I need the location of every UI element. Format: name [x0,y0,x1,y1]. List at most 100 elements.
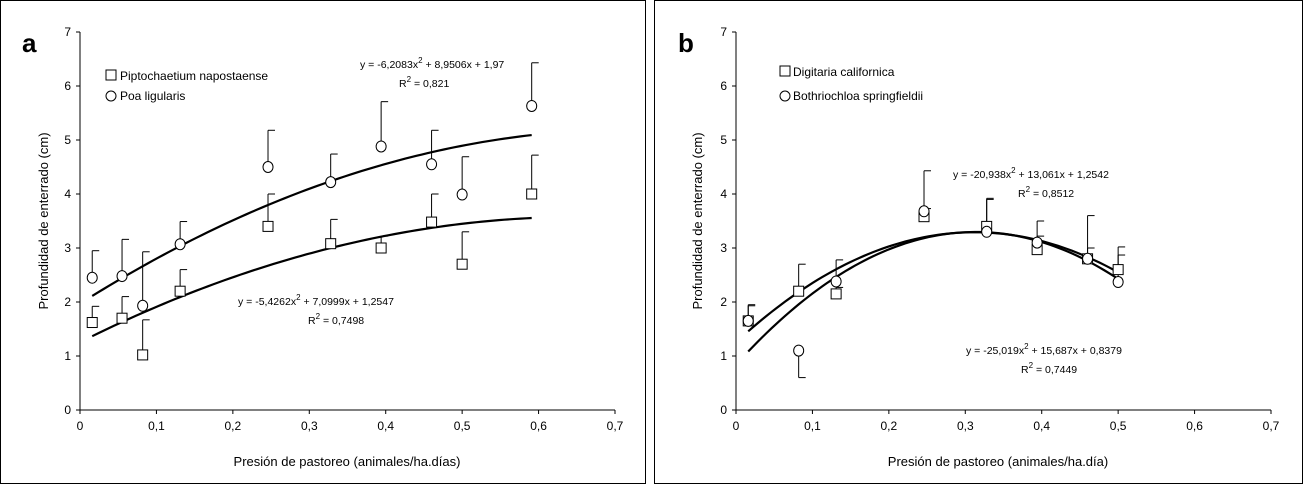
y-tick-label: 4 [64,187,71,201]
x-tick-label: 0,5 [454,419,471,433]
panel-a-ylabel: Profundidad de enterrado (cm) [36,132,51,309]
equation-digitaria: y = -20,938x2 + 13,061x + 1,2542 [953,166,1109,181]
data-point-circle [1082,252,1094,265]
data-point-circle [325,176,337,189]
fit-line-2 [91,133,532,297]
data-point-square [793,285,805,297]
panel-a-xlabel: Presión de pastoreo (animales/ha.días) [234,454,461,469]
data-point-circle [918,205,930,218]
legend-series-2: Bothriochloa springfieldii [793,89,923,103]
x-tick-label: 0,1 [148,419,165,433]
x-tick-label: 0,1 [804,419,821,433]
data-point-circle [1031,236,1043,249]
data-point-circle [981,225,993,238]
x-tick-label: 0,7 [1263,419,1280,433]
legend-circle-marker [779,90,791,102]
equation-pip-tail: + 7,0999x + 1,2547 [301,296,395,308]
equation-bothriochloa: y = -25,019x2 + 15,687x + 0,8379 [966,342,1122,357]
r2-both-value: = 0,7449 [1033,364,1077,376]
legend-series-1: Piptochaetium napostaense [120,69,268,83]
data-point-square [325,238,337,250]
r2-dig-label: R [1018,188,1026,200]
r2-piptochaetium: R2 = 0,7498 [308,312,364,327]
data-point-square [86,317,98,329]
r2-poa: R2 = 0,821 [399,75,449,90]
data-point-circle [86,271,98,284]
panel-b-border [654,0,1303,484]
data-point-square [426,216,438,228]
y-tick-label: 5 [64,133,71,147]
legend-series-1: Digitaria californica [793,65,895,79]
panel-a: a 0 1 2 3 4 5 6 7 0 0,1 0,2 0,3 0,4 0,5 0,6 0,7 Presión… [0,0,646,484]
data-point-square [456,258,468,270]
x-tick-label: 0,7 [607,419,624,433]
y-tick-label: 1 [720,349,727,363]
y-tick-label: 0 [720,403,727,417]
panel-a-plot: 0 1 2 3 4 5 6 7 0 0,1 0,2 0,3 0,4 0,5 0,6 0,7 [64,25,623,433]
x-tick-label: 0,5 [1110,419,1127,433]
y-tick-label: 2 [64,295,71,309]
r2-pip-exp: 2 [316,312,321,321]
r2-poa-exp: 2 [407,75,412,84]
equation-poa: y = -6,2083x2 + 8,9506x + 1,97 [360,56,504,71]
x-tick-label: 0,2 [881,419,898,433]
data-point-circle [262,161,274,173]
r2-poa-value: = 0,821 [411,78,449,90]
data-point-circle [830,275,842,288]
x-tick-label: 0,3 [957,419,974,433]
panel-b: b 0 1 2 3 4 5 6 7 0 0,1 0,2 0,3 0,4 0,5 0,6 0,7 Presión… [654,0,1303,484]
fit-line-1 [91,216,532,338]
equation-both-main: y = -25,019x [966,345,1025,357]
x-tick-label: 0,4 [1033,419,1050,433]
equation-both-exp: 2 [1024,342,1029,351]
equation-pip-main: y = -5,4262x [238,296,297,308]
fit-line-1 [747,231,1119,333]
legend-circle-marker [105,90,117,102]
y-tick-label: 3 [720,241,727,255]
data-point-circle [456,188,468,201]
panel-b-xlabel: Presión de pastoreo (animales/ha.día) [888,454,1108,469]
y-tick-label: 6 [64,79,71,93]
y-tick-label: 0 [64,403,71,417]
data-point-circle [375,140,387,153]
x-tick-label: 0 [77,419,84,433]
equation-poa-tail: + 8,9506x + 1,97 [423,59,505,71]
r2-dig-exp: 2 [1026,185,1031,194]
y-tick-label: 2 [720,295,727,309]
x-tick-label: 0,6 [530,419,547,433]
data-point-square [262,220,274,232]
equation-piptochaetium: y = -5,4262x2 + 7,0999x + 1,2547 [238,293,394,308]
x-tick-label: 0,6 [1186,419,1203,433]
data-point-circle [137,299,149,312]
x-tick-label: 0,2 [225,419,242,433]
equation-poa-main: y = -6,2083x [360,59,419,71]
x-tick-label: 0,3 [301,419,318,433]
equation-poa-exp: 2 [418,56,423,65]
panel-b-legend: Digitaria californica Bothriochloa sprin… [779,65,923,103]
equation-dig-exp: 2 [1011,166,1016,175]
legend-series-2: Poa ligularis [120,89,185,103]
r2-poa-label: R [399,78,407,90]
y-tick-label: 7 [720,25,727,39]
data-point-circle [426,158,438,171]
equation-both-tail: + 15,687x + 0,8379 [1029,345,1123,357]
data-point-square [526,188,538,200]
equation-dig-tail: + 13,061x + 1,2542 [1016,169,1110,181]
y-tick-label: 7 [64,25,71,39]
data-point-square [1112,264,1124,276]
r2-pip-label: R [308,315,316,327]
r2-pip-value: = 0,7498 [320,315,364,327]
equation-dig-main: y = -20,938x [953,169,1012,181]
data-point-circle [742,314,754,327]
r2-both-label: R [1021,364,1029,376]
y-tick-label: 5 [720,133,727,147]
data-point-circle [174,238,186,251]
data-point-square [116,312,128,324]
y-tick-label: 3 [64,241,71,255]
data-point-circle [793,344,805,357]
panel-b-ylabel: Profundidad de enterrado (cm) [690,132,705,309]
r2-both-exp: 2 [1029,361,1034,370]
data-point-square [174,285,186,297]
panel-b-letter: b [678,28,694,58]
